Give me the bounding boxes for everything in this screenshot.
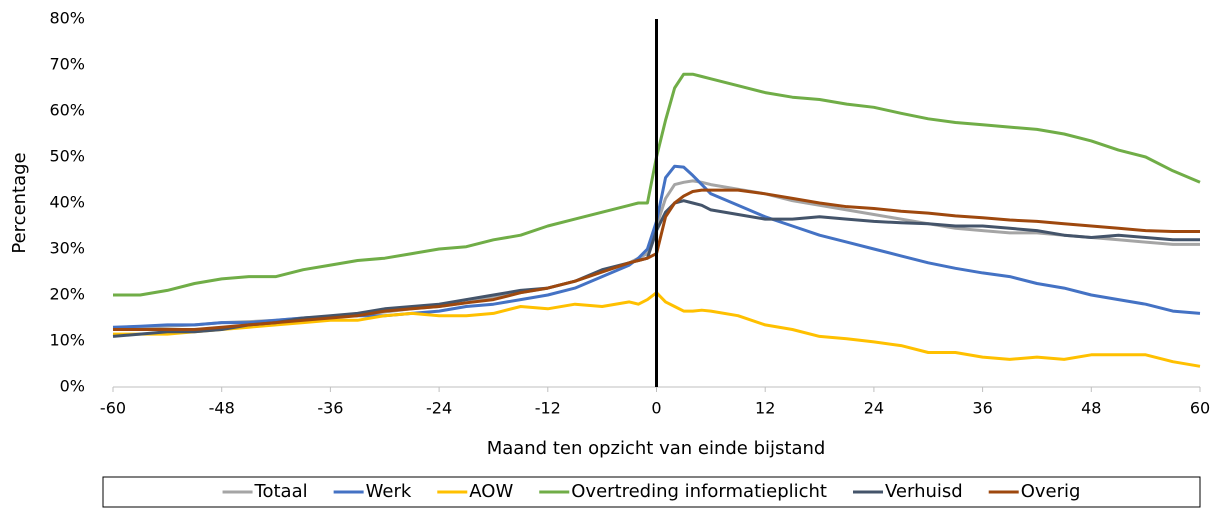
x-tick-label: -48: [209, 399, 235, 418]
x-tick-label: 0: [651, 399, 661, 418]
y-tick-label: 50%: [49, 147, 85, 166]
legend-box: [102, 476, 1201, 508]
x-tick-label: -60: [100, 399, 126, 418]
series-line: [113, 72, 1201, 297]
series-line: [113, 188, 1200, 331]
series-line: [112, 199, 1200, 338]
y-tick-label: 0%: [60, 377, 85, 396]
y-tick-label: 20%: [49, 285, 85, 304]
y-tick-label: 10%: [49, 331, 85, 350]
y-tick-label: 30%: [49, 239, 85, 258]
legend-label: Overig: [1021, 481, 1081, 502]
legend-label: Overtreding informatieplicht: [571, 481, 827, 502]
legend-label: AOW: [469, 481, 513, 502]
series-line: [113, 291, 1201, 368]
legend-label: Totaal: [254, 481, 308, 502]
y-axis-label: Percentage: [9, 152, 30, 253]
x-tick-label: 24: [864, 399, 884, 418]
x-tick-label: -12: [535, 399, 561, 418]
x-tick-label: -36: [317, 399, 343, 418]
y-tick-label: 60%: [49, 101, 85, 120]
x-tick-label: 12: [755, 399, 775, 418]
x-tick-label: -24: [426, 399, 452, 418]
x-axis-label: Maand ten opzicht van einde bijstand: [487, 438, 826, 459]
y-tick-label: 70%: [49, 55, 85, 74]
x-tick-label: 36: [972, 399, 992, 418]
x-tick-label: 60: [1190, 399, 1210, 418]
y-tick-label: 40%: [49, 193, 85, 212]
legend-label: Werk: [366, 481, 412, 502]
y-tick-label: 80%: [49, 9, 85, 28]
x-tick-label: 48: [1081, 399, 1101, 418]
legend-label: Verhuisd: [885, 481, 963, 502]
